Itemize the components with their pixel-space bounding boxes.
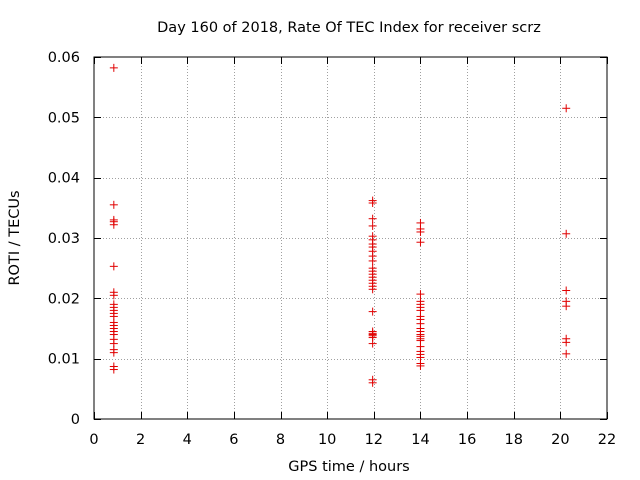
x-tick-label: 16	[458, 432, 476, 448]
y-tick-label: 0.01	[48, 352, 80, 368]
x-axis-label: GPS time / hours	[288, 459, 409, 475]
x-tick-label: 2	[136, 432, 145, 448]
y-tick-label: 0	[71, 412, 80, 428]
x-tick-label: 20	[551, 432, 569, 448]
data-point	[368, 307, 377, 316]
data-point	[562, 302, 571, 311]
data-point	[368, 256, 377, 265]
x-tick-label: 8	[276, 432, 285, 448]
data-point	[562, 286, 571, 295]
data-point	[368, 378, 377, 387]
chart-title: Day 160 of 2018, Rate Of TEC Index for r…	[157, 20, 541, 36]
data-point	[416, 361, 425, 370]
y-tick-label: 0.02	[48, 291, 80, 307]
data-point	[416, 227, 425, 236]
data-point	[562, 104, 571, 113]
x-tick-label: 0	[89, 432, 98, 448]
y-axis-label: ROTI / TECUs	[7, 190, 23, 285]
x-tick-label: 14	[411, 432, 429, 448]
x-tick-label: 10	[318, 432, 336, 448]
data-point	[109, 348, 118, 357]
data-point	[562, 229, 571, 238]
x-tick-label: 22	[598, 432, 616, 448]
data-point	[109, 365, 118, 374]
data-point	[562, 349, 571, 358]
data-points	[109, 63, 571, 387]
grid-lines	[94, 57, 607, 419]
data-point	[368, 199, 377, 208]
data-point	[109, 200, 118, 209]
data-point	[109, 262, 118, 271]
data-point	[109, 220, 118, 229]
data-point	[368, 221, 377, 230]
y-tick-label: 0.06	[48, 50, 80, 66]
data-point	[562, 338, 571, 347]
x-tick-label: 12	[365, 432, 383, 448]
axis-tick-labels: 0 2 4 6 8 10 12 14 16 18 20 22 0 0.01 0.02 0.03 0.04 0.05…	[48, 50, 617, 448]
data-point	[109, 291, 118, 300]
y-tick-label: 0.05	[48, 110, 80, 126]
data-point	[416, 238, 425, 247]
y-tick-label: 0.03	[48, 231, 80, 247]
y-tick-label: 0.04	[48, 171, 80, 187]
x-tick-label: 6	[229, 432, 238, 448]
data-point	[368, 285, 377, 294]
data-point	[416, 290, 425, 299]
data-point	[368, 339, 377, 348]
data-point	[368, 214, 377, 223]
axis-ticks	[94, 57, 608, 420]
x-tick-label: 4	[183, 432, 192, 448]
data-point	[109, 63, 118, 72]
x-tick-label: 18	[505, 432, 523, 448]
